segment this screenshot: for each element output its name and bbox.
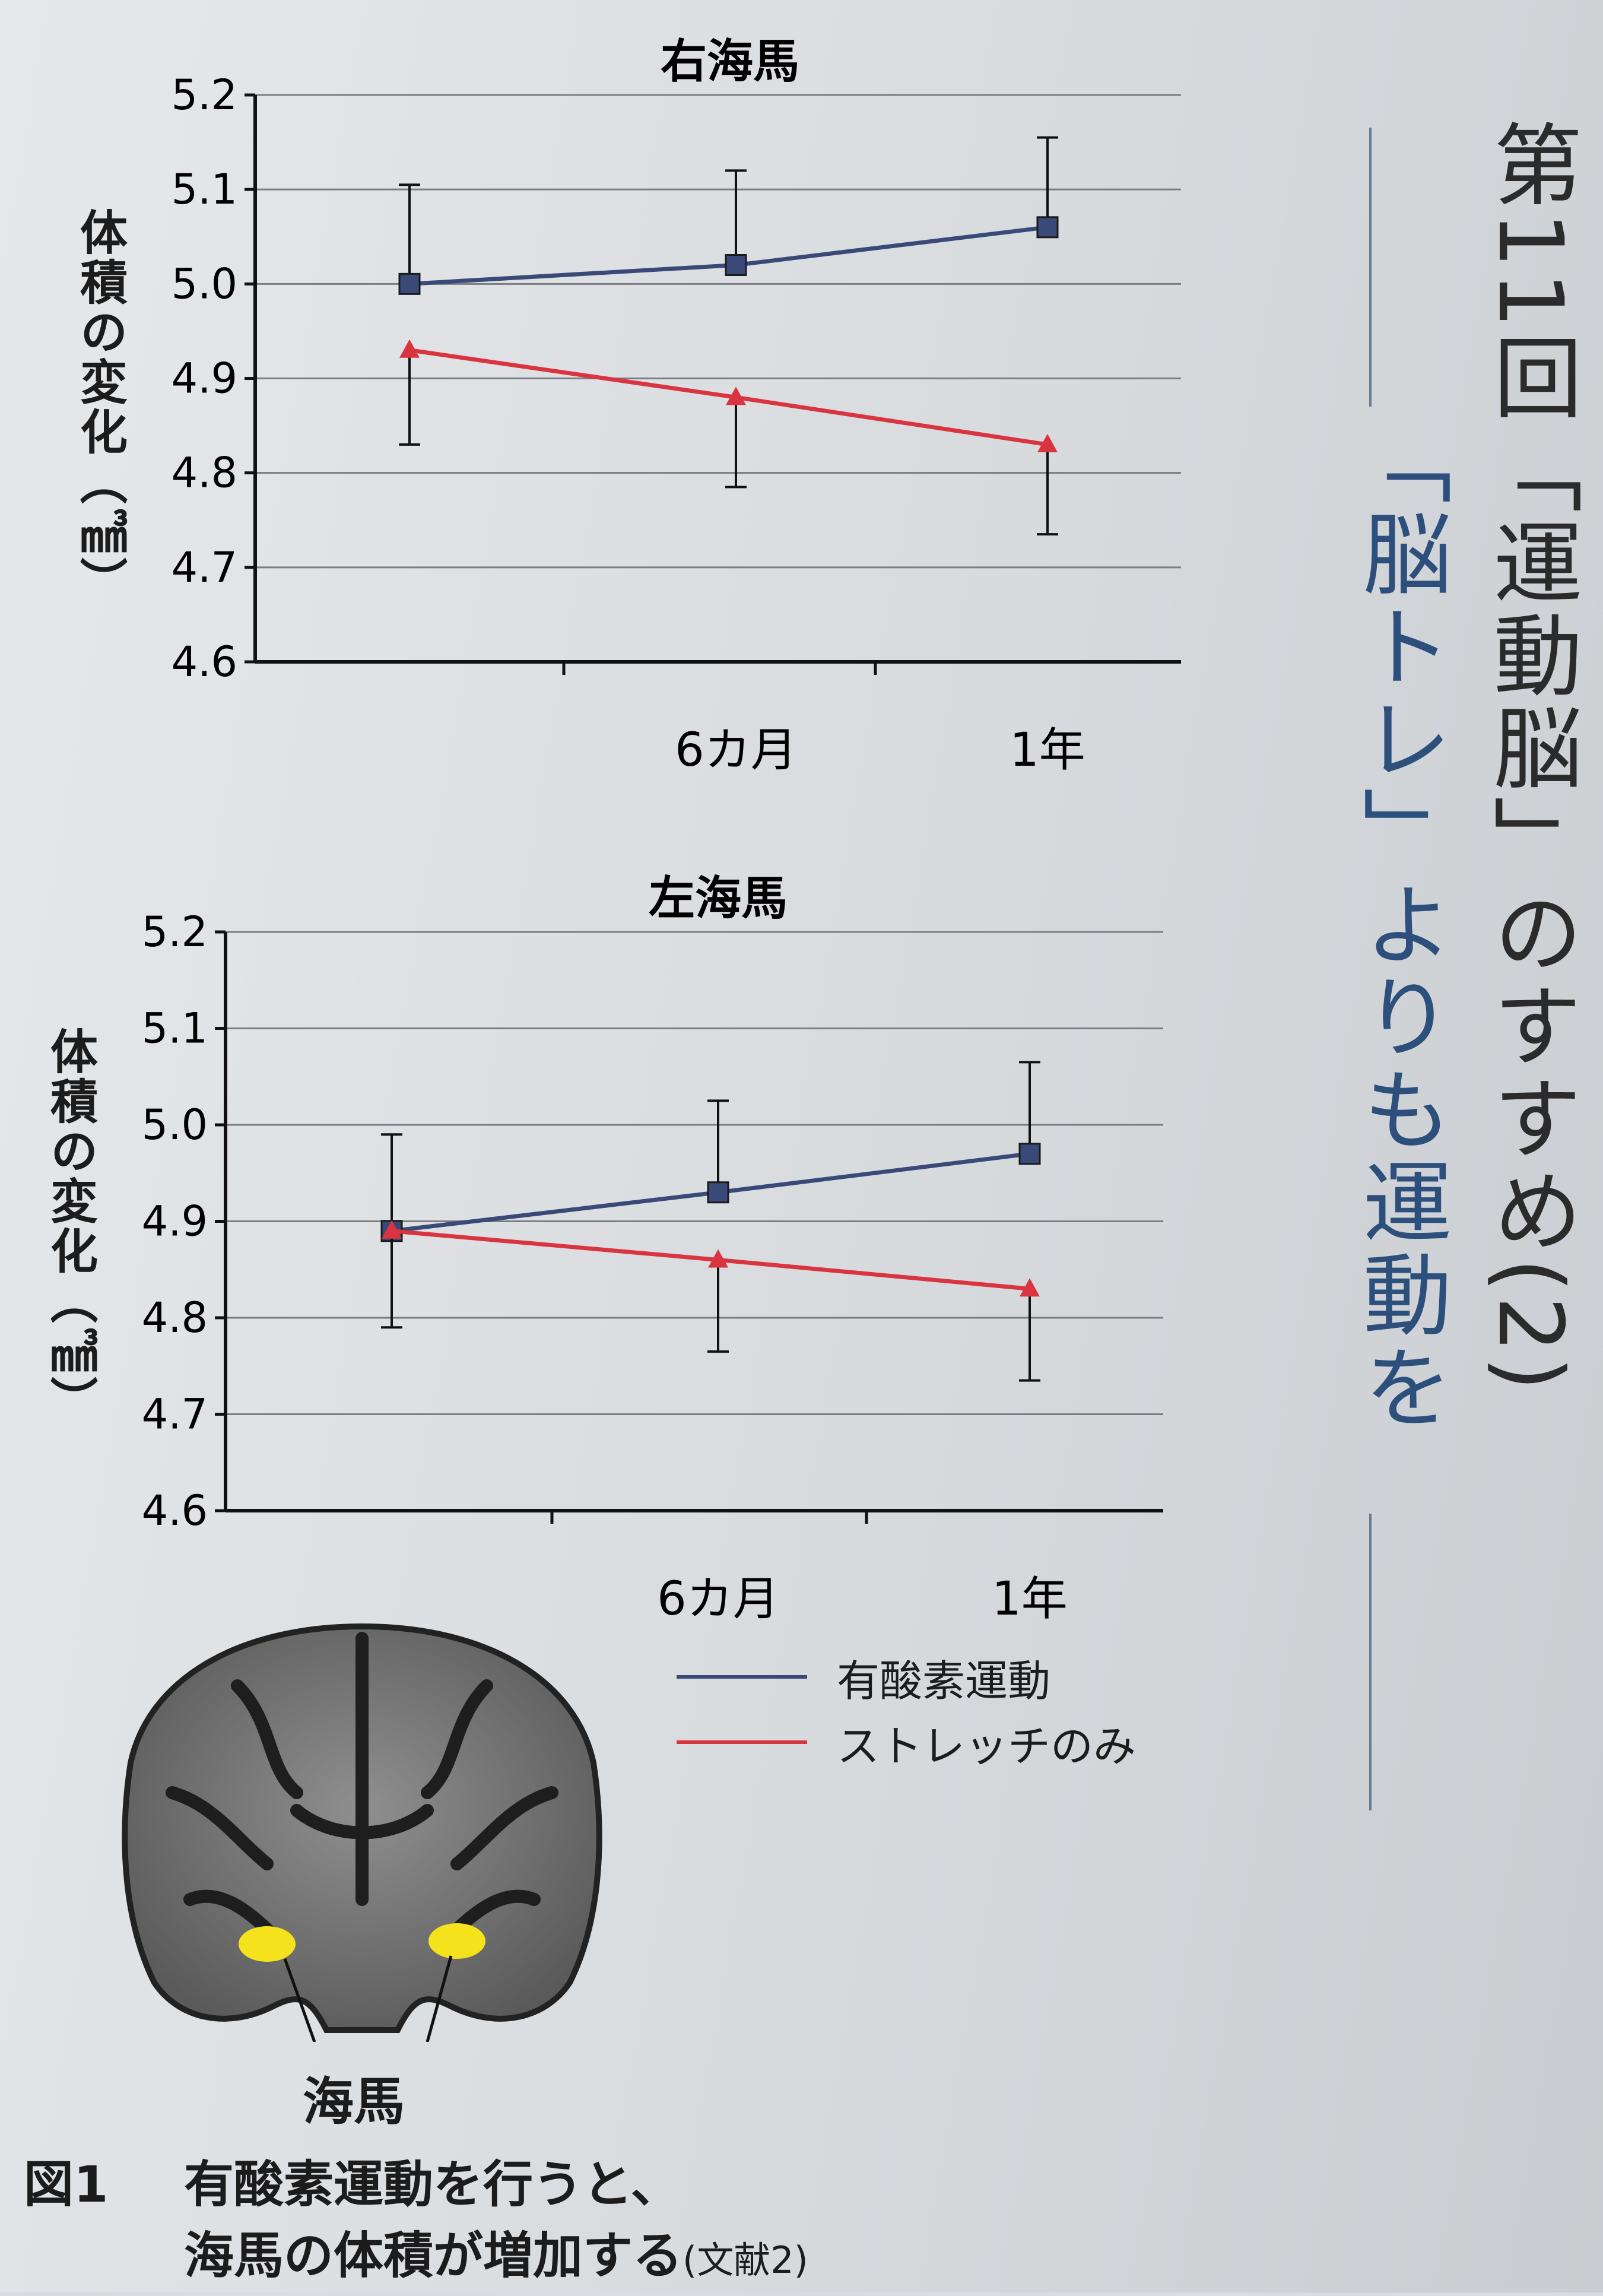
y-tick-label: 5.1	[172, 165, 237, 214]
chart-title: 左海馬	[649, 872, 788, 925]
y-tick-label: 4.6	[142, 1486, 208, 1535]
series-line	[409, 348, 1048, 447]
side-title-sub: 「脳トレ」よりも運動を	[1348, 416, 1451, 1434]
chart-left-hippocampus: 左海馬 4.6 4.7 4.8 4.9 5.0 5.1 5.2 6カ月 1年	[142, 872, 1163, 1626]
hippocampus-label: 海馬	[303, 2072, 405, 2132]
caption-number: 図1	[24, 2155, 109, 2213]
legend: 有酸素運動 ストレッチのみ	[677, 1644, 1136, 1775]
pointer-line	[426, 1955, 453, 2042]
x-tick-label: 6カ月	[675, 724, 797, 777]
y-tick-label: 4.7	[172, 543, 237, 592]
caption-line2: 海馬の体積が増加する	[184, 2227, 683, 2285]
caption-reference: (文献2)	[683, 2238, 808, 2282]
y-tick-label: 4.9	[142, 1197, 208, 1246]
data-point	[725, 254, 747, 276]
caption-line1: 有酸素運動を行うと、	[184, 2155, 681, 2213]
data-point	[1036, 216, 1059, 239]
chart-title: 右海馬	[661, 35, 799, 88]
x-tick-label: 1年	[992, 1572, 1068, 1626]
chart-right-hippocampus: 右海馬 4.6 4.7 4.8 4.9 5.0 5.1 5.2 6カ月 1年	[172, 35, 1181, 777]
legend-label: 有酸素運動	[837, 1656, 1051, 1706]
y-tick-label: 4.8	[142, 1293, 208, 1342]
divider-rule	[1369, 128, 1372, 407]
hippocampus-right-highlight	[428, 1923, 485, 1959]
legend-swatch-aerobic	[677, 1675, 807, 1679]
y-tick-label: 5.1	[142, 1004, 208, 1053]
y-tick-label: 4.7	[142, 1390, 208, 1439]
y-tick-label: 4.6	[172, 638, 237, 686]
data-point	[398, 272, 421, 295]
side-title-main: 第11回「運動脳」のすすめ(2)	[1478, 119, 1582, 1395]
x-tick-label: 1年	[1010, 724, 1085, 777]
data-point	[399, 339, 420, 358]
legend-label: ストレッチのみ	[837, 1721, 1137, 1771]
legend-item: ストレッチのみ	[677, 1710, 1136, 1775]
x-tick-label: 6カ月	[657, 1572, 779, 1626]
y-tick-label: 5.2	[172, 71, 237, 119]
data-point	[707, 1181, 729, 1204]
y-tick-label: 5.0	[172, 259, 237, 308]
y-tick-label: 5.2	[142, 908, 208, 956]
data-point	[382, 1220, 402, 1239]
y-axis-label: 体積の変化（㎣）	[72, 208, 128, 607]
series-line	[391, 1229, 1030, 1291]
y-axis-label: 体積の変化（㎣）	[43, 1027, 98, 1426]
data-point	[708, 1249, 728, 1268]
y-tick-label: 4.8	[172, 449, 237, 497]
legend-item: 有酸素運動	[677, 1644, 1136, 1710]
brain-folds	[166, 1632, 558, 1942]
divider-rule	[1369, 1514, 1372, 1810]
legend-swatch-stretch	[677, 1740, 807, 1744]
figure-caption: 図1 有酸素運動を行うと、 海馬の体積が増加する(文献2)	[24, 2149, 808, 2296]
data-point	[1020, 1278, 1040, 1297]
data-point	[1018, 1143, 1041, 1165]
y-tick-label: 5.0	[142, 1101, 208, 1149]
data-point	[726, 386, 746, 405]
brain-mri-illustration	[122, 1623, 602, 2042]
y-tick-label: 4.9	[172, 354, 237, 403]
data-point	[1037, 433, 1058, 452]
pointer-line	[283, 1958, 316, 2042]
hippocampus-left-highlight	[239, 1926, 296, 1962]
